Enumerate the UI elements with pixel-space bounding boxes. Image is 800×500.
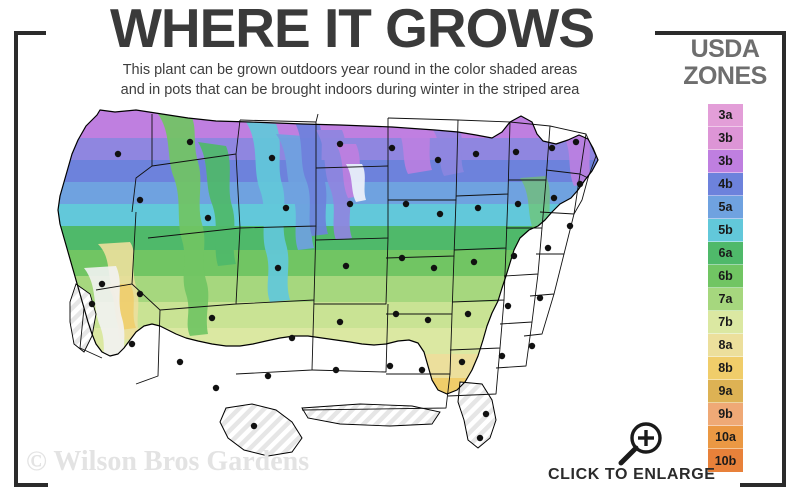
legend-zone-label: 7b xyxy=(718,315,733,329)
click-to-enlarge-label[interactable]: CLICK TO ENLARGE xyxy=(548,466,716,483)
legend-zone-6a-6: 6a xyxy=(708,242,743,265)
legend-zone-10b-15: 10b xyxy=(708,449,743,472)
city-markers xyxy=(88,138,584,442)
frame-bottom-right-bracket xyxy=(740,483,786,487)
legend-zone-label: 9b xyxy=(718,407,733,421)
frame-top-left-bracket xyxy=(14,31,46,35)
frame-bottom-left-bracket xyxy=(14,483,48,487)
legend-zone-5a-4: 5a xyxy=(708,196,743,219)
legend-title-line-2: ZONES xyxy=(683,62,767,90)
legend-zone-3b-1: 3b xyxy=(708,127,743,150)
legend-zone-8b-11: 8b xyxy=(708,357,743,380)
legend-zone-4b-3: 4b xyxy=(708,173,743,196)
legend-zone-3b-2: 3b xyxy=(708,150,743,173)
legend-zone-6b-7: 6b xyxy=(708,265,743,288)
legend-zone-7a-8: 7a xyxy=(708,288,743,311)
legend-zone-3a-0: 3a xyxy=(708,104,743,127)
legend-zone-label: 10a xyxy=(715,430,736,444)
legend-zone-label: 5b xyxy=(718,223,733,237)
legend-zone-label: 7a xyxy=(718,292,733,306)
subtitle-line-1: This plant can be grown outdoors year ro… xyxy=(122,62,578,78)
legend-zone-label: 5a xyxy=(718,200,733,214)
legend-zone-label: 6b xyxy=(718,269,733,283)
legend-zone-10a-14: 10a xyxy=(708,426,743,449)
page-title: WHERE IT GROWS xyxy=(109,0,595,59)
legend-title-line-1: USDA xyxy=(690,35,760,63)
legend-zone-label: 9a xyxy=(718,384,733,398)
legend-zone-9b-13: 9b xyxy=(708,403,743,426)
usda-hardiness-zone-map[interactable] xyxy=(40,108,660,458)
legend-title: USDA ZONES xyxy=(662,36,788,90)
magnifier-svg xyxy=(618,422,662,466)
page-subtitle: This plant can be grown outdoors year ro… xyxy=(40,60,660,100)
watermark: © Wilson Bros Gardens xyxy=(26,446,310,477)
usda-zones-legend: 3a 3b 3b 4b 5a 5b 6a 6b 7a 7b 8a 8b 9a 9b 10a 10b xyxy=(708,104,743,472)
legend-zone-8a-10: 8a xyxy=(708,334,743,357)
frame-left-border xyxy=(14,31,18,487)
usa-outline xyxy=(57,109,599,395)
legend-zone-label: 6a xyxy=(718,246,733,260)
legend-zone-label: 3b xyxy=(718,154,733,168)
subtitle-line-2: and in pots that can be brought indoors … xyxy=(120,82,580,98)
legend-zone-label: 8b xyxy=(718,361,733,375)
frame-top-right-bracket xyxy=(655,31,786,35)
legend-zone-label: 4b xyxy=(718,177,733,191)
legend-zone-7b-9: 7b xyxy=(708,311,743,334)
legend-zone-label: 8a xyxy=(718,338,733,352)
legend-zone-9a-12: 9a xyxy=(708,380,743,403)
legend-zone-label: 3b xyxy=(718,131,733,145)
magnifier-plus-icon[interactable] xyxy=(615,418,667,470)
legend-zone-label: 10b xyxy=(714,453,737,468)
legend-zone-label: 3a xyxy=(718,108,733,122)
map-svg xyxy=(40,108,660,458)
legend-zone-5b-5: 5b xyxy=(708,219,743,242)
state-boundaries xyxy=(79,113,597,411)
frame-right-border xyxy=(782,31,786,487)
